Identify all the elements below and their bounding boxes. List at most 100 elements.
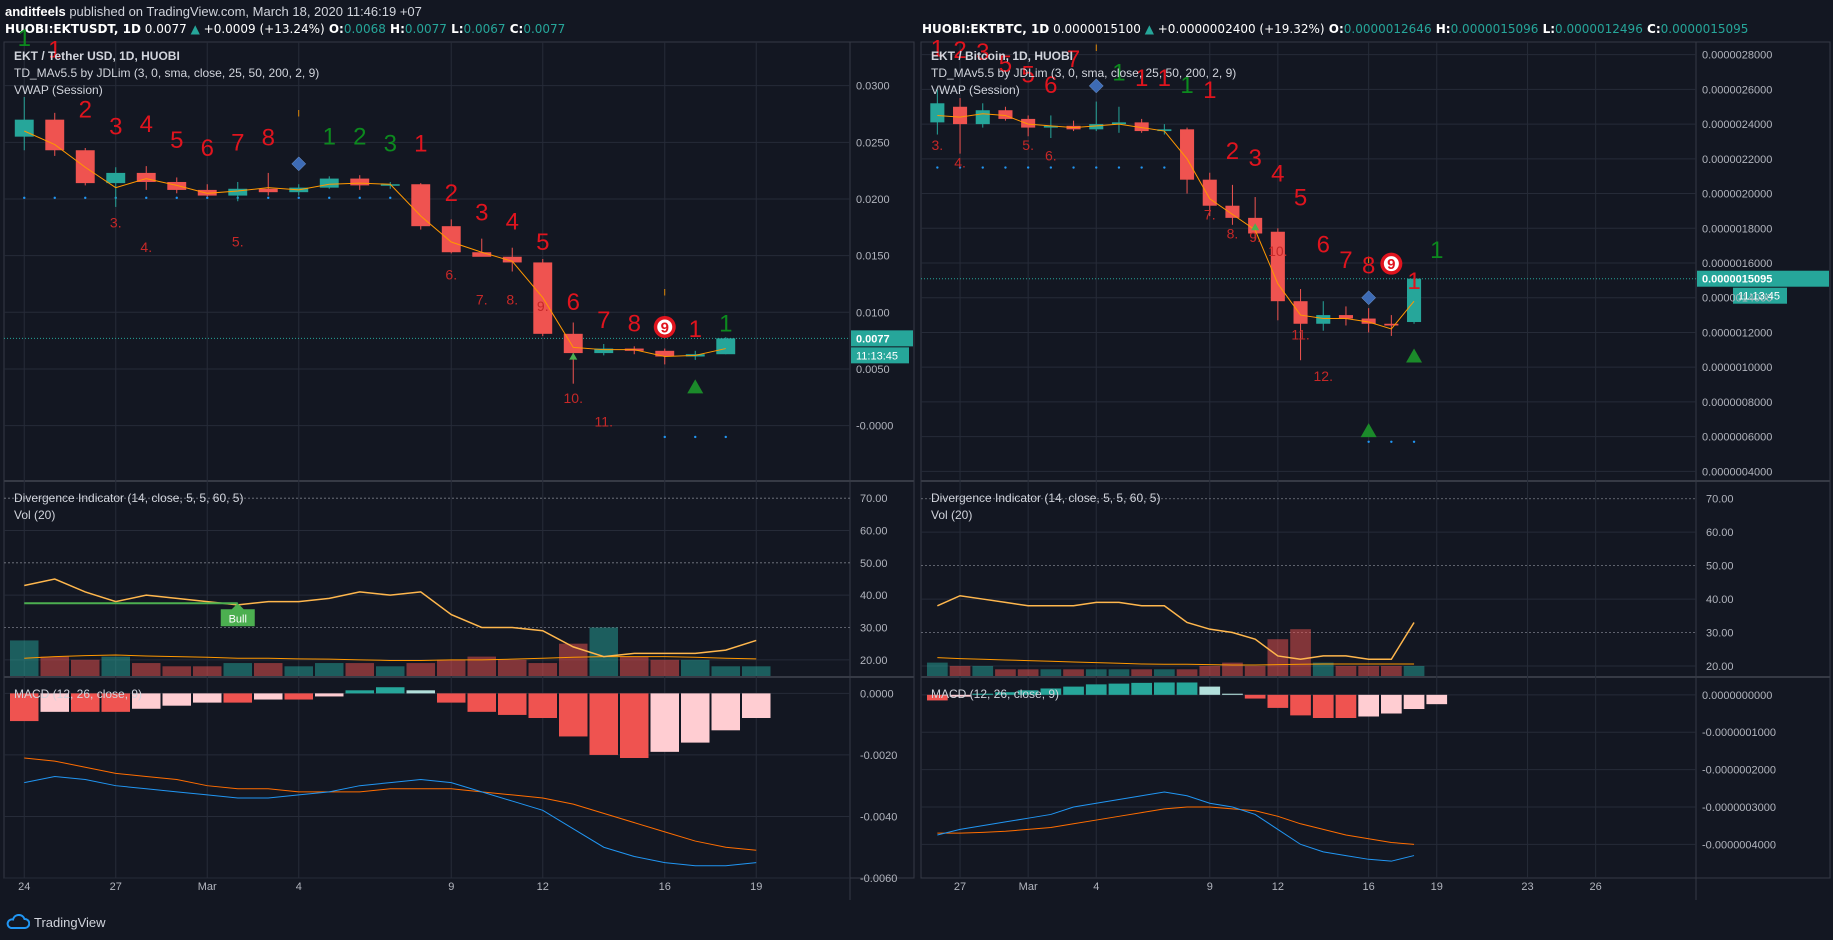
candle[interactable] <box>350 178 370 186</box>
legend-divergence[interactable]: Divergence Indicator (14, close, 5, 5, 6… <box>931 491 1160 505</box>
candle[interactable] <box>136 172 156 182</box>
volume-bar <box>1358 665 1379 676</box>
candle[interactable] <box>1407 278 1422 323</box>
legend-vwap[interactable]: VWAP (Session) <box>931 83 1020 97</box>
candle[interactable] <box>1180 129 1195 180</box>
candle[interactable] <box>1338 315 1353 319</box>
candle[interactable] <box>472 252 492 257</box>
candle[interactable] <box>319 178 339 188</box>
legend-macd[interactable]: MACD (12, 26, close, 9) <box>14 687 142 701</box>
volume-bar <box>949 665 971 676</box>
candle[interactable] <box>380 184 400 186</box>
td-count-9: 9 <box>661 319 669 336</box>
support-dot <box>53 196 56 200</box>
volume-bar <box>742 666 771 676</box>
candle[interactable] <box>1202 179 1217 206</box>
candle[interactable] <box>1225 205 1240 218</box>
candle[interactable] <box>502 256 522 263</box>
legend-symbol-name[interactable]: EKT / Tether USD, 1D, HUOBI <box>14 49 180 63</box>
volume-bar <box>101 656 130 676</box>
candle[interactable] <box>1316 315 1331 324</box>
macd-axis-label: -0.0020 <box>860 750 897 762</box>
td-count: 1 <box>414 130 427 157</box>
count-label: 7. <box>1204 207 1216 223</box>
candle[interactable] <box>197 189 217 196</box>
candle[interactable] <box>1134 122 1149 132</box>
macd-histogram-bar <box>559 693 588 737</box>
price-axis-label: 0.0000018000 <box>1702 223 1772 235</box>
volume-bar <box>132 663 161 676</box>
green-triangle-icon <box>687 379 704 394</box>
countdown-label: 11:13:45 <box>856 350 898 362</box>
header-symbol[interactable]: HUOBI:EKTBTC, 1D <box>922 22 1049 36</box>
price-axis-label: 0.0000016000 <box>1702 258 1772 270</box>
candle[interactable] <box>975 110 990 125</box>
legend-volume[interactable]: Vol (20) <box>931 508 972 522</box>
candle[interactable] <box>1293 301 1308 324</box>
legend-td-indicator[interactable]: TD_MAv5.5 by JDLim (3, 0, sma, close, 25… <box>931 66 1236 80</box>
td-count: 2 <box>353 124 366 151</box>
count-label: 8. <box>506 291 518 307</box>
volume-bar <box>972 665 994 676</box>
candle[interactable] <box>1021 118 1036 128</box>
candle[interactable] <box>655 350 675 357</box>
candle[interactable] <box>953 106 968 125</box>
tradingview-brand[interactable]: TradingView <box>6 912 106 932</box>
candle[interactable] <box>998 110 1013 119</box>
candle[interactable] <box>1111 122 1126 125</box>
price-tag[interactable] <box>851 330 913 347</box>
candle[interactable] <box>930 103 945 123</box>
macd-axis-label: -0.0060 <box>860 873 897 885</box>
candle[interactable] <box>106 172 126 184</box>
small-up-arrow-icon <box>569 352 578 360</box>
macd-histogram-bar <box>162 693 191 706</box>
price-axis-label: 0.0000024000 <box>1702 119 1772 131</box>
author-name[interactable]: anditfeels <box>5 4 66 19</box>
price-axis-label: 0.0000028000 <box>1702 50 1772 62</box>
candle[interactable] <box>45 119 65 151</box>
legend-divergence[interactable]: Divergence Indicator (14, close, 5, 5, 6… <box>14 491 243 505</box>
volume-bar <box>437 659 466 676</box>
legend-volume[interactable]: Vol (20) <box>14 508 55 522</box>
published-text: published on TradingView.com, March 18, … <box>69 4 422 19</box>
legend-vwap[interactable]: VWAP (Session) <box>14 83 103 97</box>
candle[interactable] <box>441 226 461 253</box>
td-count: 2 <box>445 180 458 207</box>
candle[interactable] <box>594 348 614 354</box>
candle[interactable] <box>1270 231 1285 302</box>
candle[interactable] <box>228 188 248 196</box>
support-dot <box>358 196 361 200</box>
volume-bar <box>1267 639 1289 676</box>
candle[interactable] <box>14 119 34 137</box>
vwap-line <box>24 130 726 357</box>
candle[interactable] <box>716 338 736 355</box>
candle[interactable] <box>1089 124 1104 130</box>
macd-axis-label: -0.0040 <box>860 811 897 823</box>
td-count: 2 <box>79 96 92 123</box>
legend-td-indicator[interactable]: TD_MAv5.5 by JDLim (3, 0, sma, close, 25… <box>14 66 319 80</box>
candle[interactable] <box>411 184 431 227</box>
macd-histogram-bar <box>254 693 283 700</box>
td-count: 1 <box>1407 268 1420 295</box>
td-nine-ring <box>1383 256 1399 272</box>
macd-histogram-bar <box>376 687 405 694</box>
candle[interactable] <box>1157 129 1172 132</box>
candle[interactable] <box>1361 318 1376 324</box>
header-symbol[interactable]: HUOBI:EKTUSDT, 1D <box>5 22 141 36</box>
price-axis-label: 0.0000022000 <box>1702 154 1772 166</box>
macd-signal-line <box>937 806 1415 845</box>
macd-histogram-bar <box>1358 694 1379 717</box>
candle[interactable] <box>258 188 278 193</box>
price-axis-label: 0.0000006000 <box>1702 432 1772 444</box>
candle[interactable] <box>167 181 187 190</box>
legend-macd[interactable]: MACD (12, 26, close, 9) <box>931 687 1059 701</box>
support-dot <box>958 166 962 169</box>
time-axis-label: 16 <box>659 881 671 893</box>
candle[interactable] <box>1384 323 1399 326</box>
price-tag[interactable] <box>1697 270 1829 287</box>
macd-histogram-bar <box>1085 684 1107 695</box>
time-axis-label: 4 <box>296 881 302 893</box>
volume-bar <box>162 666 191 676</box>
legend-symbol-name[interactable]: EKT / Bitcoin, 1D, HUOBI <box>931 49 1073 63</box>
candle[interactable] <box>1043 125 1058 128</box>
